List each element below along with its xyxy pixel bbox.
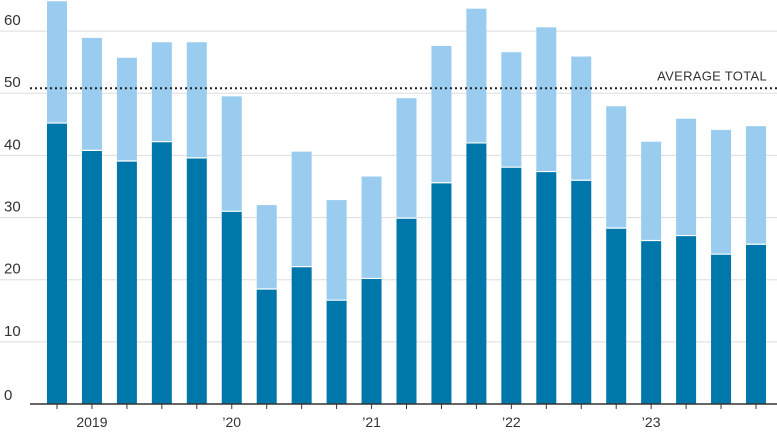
- bar-segment-dark-2: [81, 150, 102, 404]
- bar-group-18: [641, 141, 662, 404]
- reference-line-layer: AVERAGE TOTAL: [30, 68, 777, 90]
- x-tick-label: ’20: [222, 414, 241, 430]
- bar-group-10: [361, 176, 382, 404]
- x-tick-label: ’23: [642, 414, 661, 430]
- bar-group-17: [606, 106, 627, 404]
- bar-segment-dark-13: [466, 142, 487, 404]
- bar-segment-light-14: [501, 52, 522, 168]
- bar-segment-light-16: [571, 56, 592, 181]
- bar-group-2: [81, 37, 102, 404]
- x-tick-label: ’22: [502, 414, 521, 430]
- bar-segment-light-18: [641, 141, 662, 241]
- bar-segment-light-21: [746, 126, 766, 245]
- bar-segment-light-19: [676, 118, 697, 236]
- bar-segment-light-11: [396, 98, 417, 219]
- y-tick-label-50: 50: [4, 74, 21, 91]
- y-tick-label-40: 40: [4, 136, 21, 153]
- bar-segment-dark-19: [676, 235, 697, 404]
- bar-segment-dark-15: [536, 171, 557, 404]
- bar-segment-dark-17: [606, 228, 627, 404]
- y-tick-label-60: 60: [4, 12, 21, 29]
- bar-segment-light-6: [221, 96, 242, 212]
- y-tick-label-20: 20: [4, 261, 21, 278]
- bar-segment-dark-20: [711, 254, 732, 404]
- bar-segment-light-2: [81, 37, 102, 151]
- bar-segment-dark-3: [116, 160, 137, 404]
- bar-group-12: [431, 45, 452, 404]
- bar-segment-dark-6: [221, 211, 242, 404]
- bar-segment-light-20: [711, 129, 732, 255]
- bar-group-9: [326, 200, 347, 404]
- bar-segment-dark-12: [431, 182, 452, 404]
- average-total-label: AVERAGE TOTAL: [657, 68, 767, 83]
- bar-segment-dark-1: [47, 123, 67, 405]
- bar-segment-dark-21: [746, 244, 766, 404]
- bar-segment-light-3: [116, 57, 137, 161]
- bar-segment-light-9: [326, 200, 347, 301]
- bar-group-4: [151, 42, 172, 405]
- y-axis-ticks: 0 10 20 30 40 50 60: [4, 12, 21, 404]
- bar-group-1: [47, 1, 67, 405]
- bar-group-11: [396, 98, 417, 404]
- bar-segment-dark-11: [396, 218, 417, 404]
- bar-segment-dark-18: [641, 240, 662, 404]
- bar-segment-light-4: [151, 42, 172, 142]
- bar-group-3: [116, 57, 137, 404]
- bar-segment-dark-16: [571, 180, 592, 404]
- bar-group-8: [291, 151, 312, 404]
- bar-group-19: [676, 118, 697, 404]
- bar-segment-dark-7: [256, 289, 277, 404]
- bar-group-16: [571, 56, 592, 404]
- bar-segment-light-17: [606, 106, 627, 229]
- bar-group-5: [186, 42, 207, 404]
- x-tick-label: ’21: [362, 414, 381, 430]
- bar-segment-light-12: [431, 45, 452, 183]
- bar-segment-light-5: [186, 42, 207, 158]
- y-tick-label-10: 10: [4, 323, 21, 340]
- bar-segment-dark-8: [291, 266, 312, 404]
- bar-segment-dark-14: [501, 167, 522, 404]
- bar-group-13: [466, 8, 487, 404]
- bar-group-20: [711, 129, 732, 404]
- bar-group-15: [536, 27, 557, 404]
- bar-segment-light-13: [466, 8, 487, 143]
- y-tick-label-30: 30: [4, 199, 21, 216]
- bar-group-21: [746, 126, 766, 404]
- bar-segment-light-8: [291, 151, 312, 267]
- bar-segment-dark-4: [151, 141, 172, 405]
- bar-segment-light-1: [47, 1, 67, 124]
- bar-group-14: [501, 52, 522, 404]
- x-axis: 2019 ’20 ’21 ’22 ’23: [30, 403, 777, 430]
- bar-segment-dark-5: [186, 157, 207, 404]
- bar-group-6: [221, 96, 242, 404]
- bar-segment-light-7: [256, 205, 277, 290]
- bar-segment-dark-10: [361, 278, 382, 404]
- bar-segment-dark-9: [326, 300, 347, 404]
- bar-segment-light-15: [536, 27, 557, 172]
- bar-segment-light-10: [361, 176, 382, 279]
- x-tick-label: 2019: [76, 414, 107, 430]
- bar-group-7: [256, 205, 277, 404]
- bar-layer: [47, 1, 766, 405]
- y-tick-label-0: 0: [4, 387, 12, 404]
